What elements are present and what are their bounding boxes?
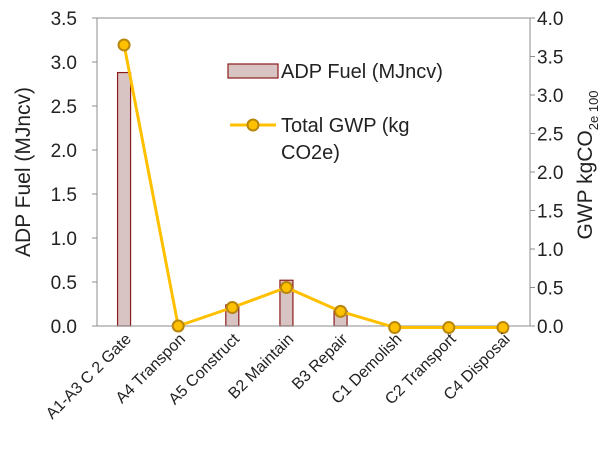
right-tick-label-0: 0.0 (537, 317, 563, 338)
left-tick-label-5: 2.5 (51, 97, 77, 118)
legend-swatch-marker (246, 118, 260, 132)
bars-layer (116, 71, 348, 327)
right-tick-label-2: 1.0 (537, 240, 563, 261)
right-tick-label-6: 3.0 (537, 86, 563, 107)
right-tick-label-7: 3.5 (537, 48, 563, 69)
line-point-4 (334, 304, 348, 318)
left-tick-label-3: 1.5 (51, 185, 77, 206)
left-axis: 0.0 0.5 1.0 1.5 2.0 2.5 3.0 3.5 (51, 9, 97, 338)
line-point-0 (117, 38, 131, 52)
line-point-2 (225, 301, 239, 315)
left-tick-label-1: 0.5 (51, 273, 77, 294)
left-tick-label-2: 1.0 (51, 229, 77, 250)
right-tick-label-8: 4.0 (537, 9, 563, 30)
line-layer (117, 38, 510, 335)
right-axis: 0.0 0.5 1.0 1.5 2.0 2.5 3.0 3.5 4.0 (530, 9, 563, 338)
line-point-5 (388, 321, 402, 335)
legend-swatch-bar (227, 63, 279, 79)
left-tick-label-6: 3.0 (51, 53, 77, 74)
legend-label-bar: ADP Fuel (MJncv) (281, 61, 443, 83)
right-tick-label-5: 2.5 (537, 125, 563, 146)
right-tick-label-1: 0.5 (537, 279, 563, 300)
y-axis-label-right-sub: 2e 100 (586, 90, 601, 130)
left-tick-label-0: 0.0 (51, 317, 77, 338)
legend-label-line-2: CO2e) (281, 142, 340, 164)
right-tick-label-3: 1.5 (537, 202, 563, 223)
right-tick-label-4: 2.0 (537, 163, 563, 184)
legend-label-line-1: Total GWP (kg (281, 115, 410, 137)
line-point-7 (496, 321, 510, 335)
bar-0 (116, 71, 132, 327)
y-axis-label-left: ADP Fuel (MJncv) (12, 87, 35, 257)
legend: ADP Fuel (MJncv) Total GWP (kg CO2e) (227, 61, 443, 164)
line-series-gwp (122, 44, 503, 329)
left-tick-label-7: 3.5 (51, 9, 77, 30)
line-point-3 (279, 281, 293, 294)
y-axis-label-right: GWP kgCO2e 100 (574, 90, 601, 239)
y-axis-label-right-main: GWP kgCO (574, 130, 597, 239)
left-tick-label-4: 2.0 (51, 141, 77, 162)
line-point-6 (442, 321, 456, 335)
x-tick-label-0: A1-A3 C 2 Gate (43, 331, 135, 423)
line-point-1 (171, 319, 185, 333)
